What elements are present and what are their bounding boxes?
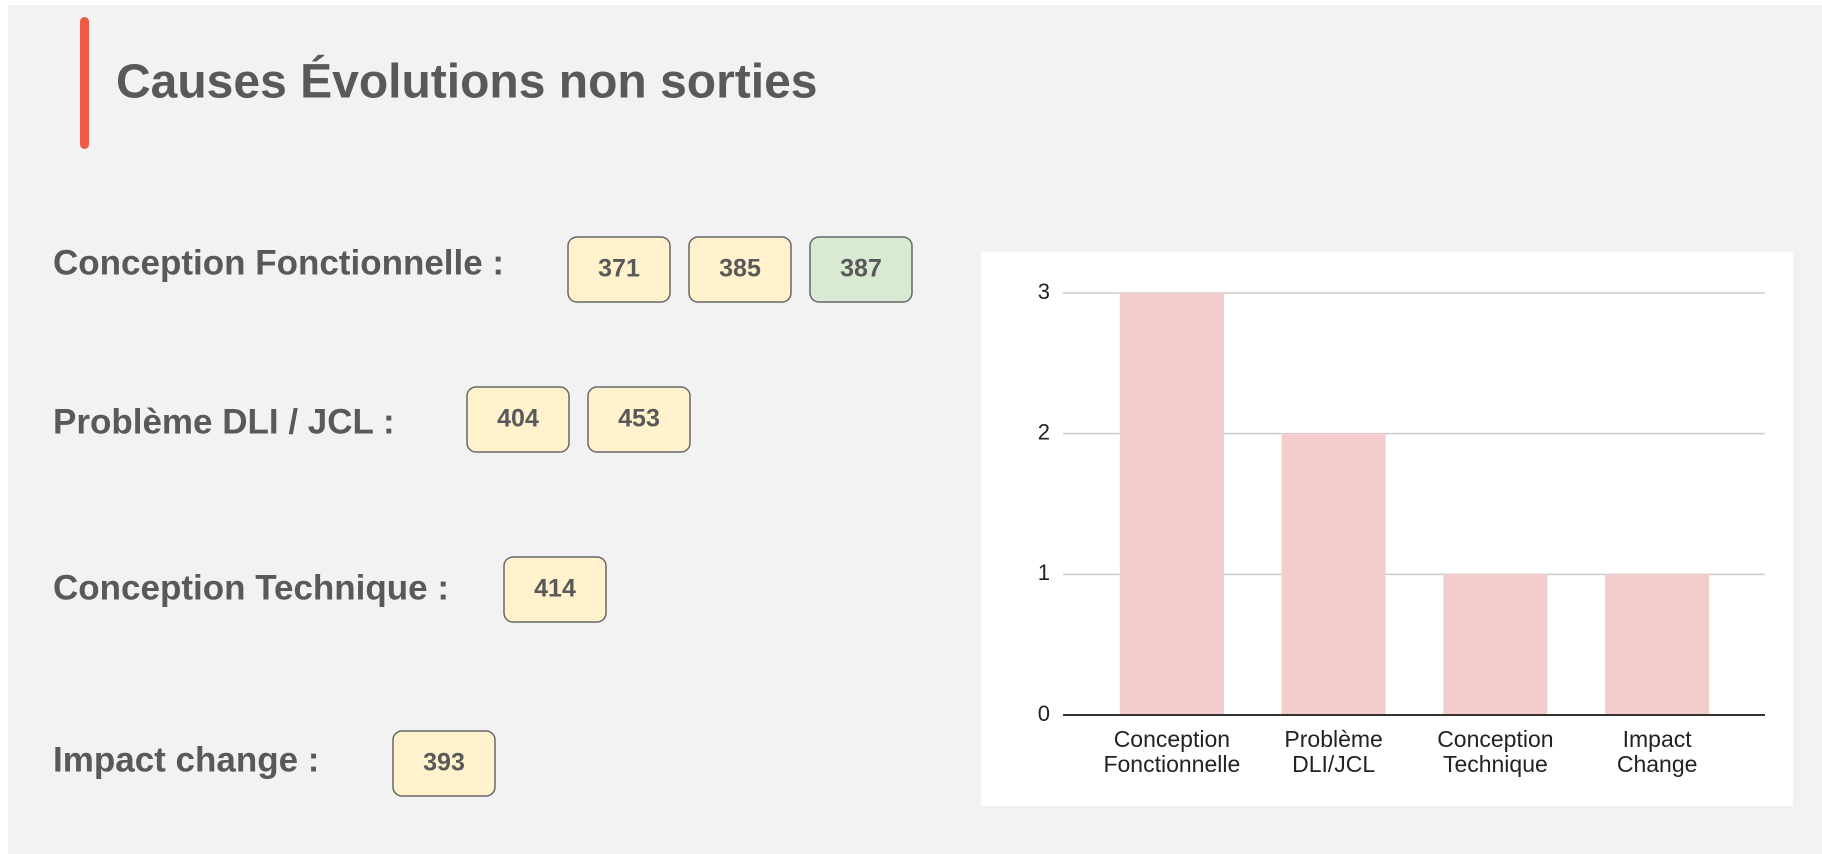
x-tick-label: Conception Fonctionnelle (1103, 726, 1240, 777)
bar (1119, 293, 1224, 715)
cause-label: Conception Technique : (53, 568, 449, 607)
x-tick-label: Impact Change (1617, 726, 1698, 777)
ticket-id: 414 (534, 575, 576, 603)
cause-label: Impact change : (53, 740, 319, 779)
ticket (466, 386, 570, 453)
ticket (503, 556, 607, 623)
ticket (567, 236, 671, 303)
bar (1605, 574, 1710, 715)
ticket (688, 236, 792, 303)
ticket-id: 453 (618, 405, 660, 433)
x-tick-label: Problème DLI/JCL (1284, 726, 1382, 777)
y-tick-label: 3 (1038, 279, 1050, 304)
ticket-id: 371 (598, 255, 640, 283)
bar (1443, 574, 1548, 715)
bar (1281, 433, 1386, 715)
ticket (587, 386, 691, 453)
ticket-id: 404 (497, 405, 539, 433)
chart-panel (981, 252, 1793, 806)
x-tick-label: Conception Technique (1437, 726, 1553, 777)
y-tick-label: 0 (1038, 701, 1050, 726)
cause-label: Problème DLI / JCL : (53, 402, 395, 441)
title-accent (80, 17, 89, 149)
cause-label: Conception Fonctionnelle : (53, 243, 504, 282)
y-tick-label: 1 (1038, 560, 1050, 585)
ticket (809, 236, 913, 303)
slide-title: Causes Évolutions non sorties (116, 55, 817, 109)
ticket-id: 393 (423, 749, 465, 777)
y-tick-label: 2 (1038, 419, 1050, 444)
ticket-id: 385 (719, 255, 761, 283)
ticket (392, 730, 496, 797)
ticket-id: 387 (840, 255, 882, 283)
